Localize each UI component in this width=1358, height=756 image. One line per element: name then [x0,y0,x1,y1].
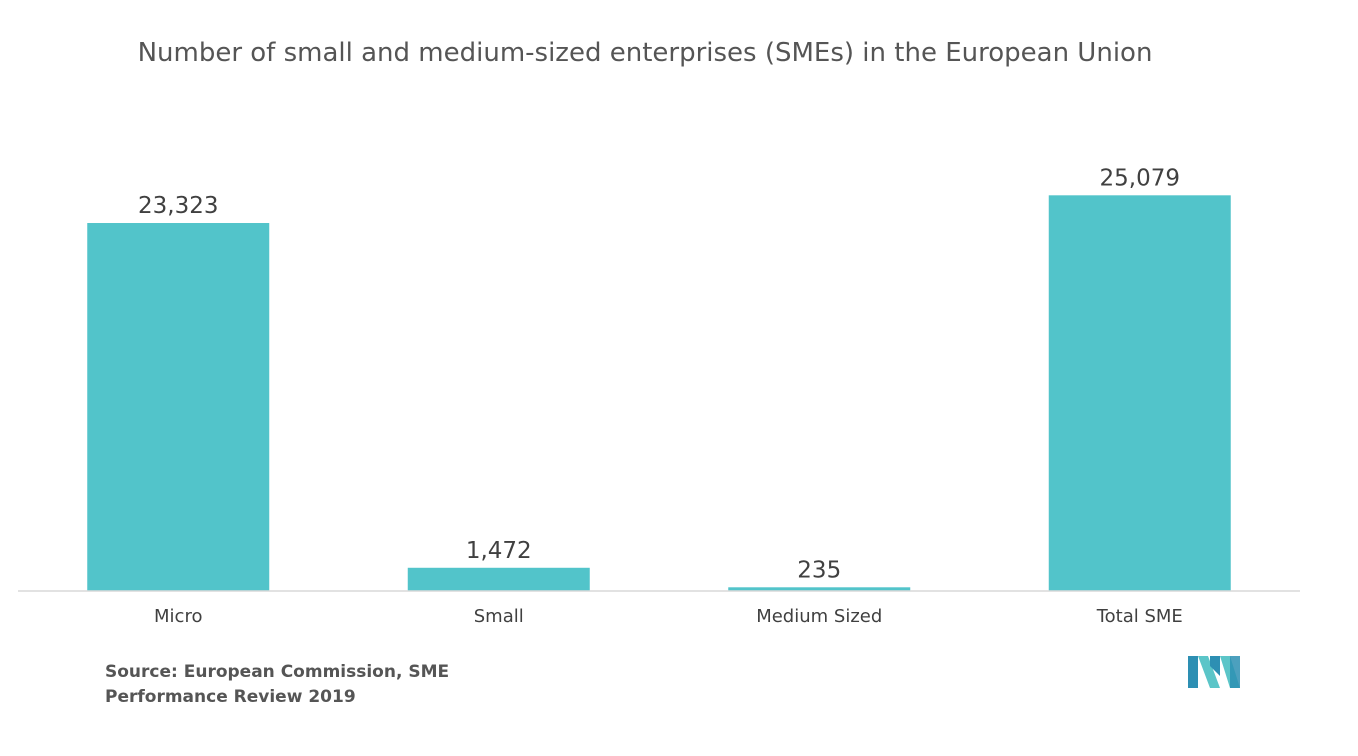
x-tick-label-micro: Micro [154,606,202,627]
bar-small [407,567,590,591]
logo-middle-stem [1210,656,1220,676]
chart-title: Number of small and medium-sized enterpr… [137,38,1153,68]
x-tick-labels-layer: Micro Small Medium Sized Total SME [154,606,1183,627]
logo-right-stem [1230,656,1240,688]
bar-total-sme [1048,195,1231,591]
logo-left-diagonal [1198,656,1220,688]
x-tick-label-medium-sized: Medium Sized [756,606,882,627]
data-label-total-sme: 25,079 [1100,165,1180,191]
x-tick-label-small: Small [474,606,524,627]
bars-layer [87,195,1231,591]
data-labels-layer: 23,323 1,472 235 25,079 [138,165,1180,583]
bar-micro [87,223,270,591]
source-line-2: Performance Review 2019 [105,687,356,707]
source-line-1: Source: European Commission, SME [105,662,450,682]
data-label-micro: 23,323 [138,193,218,219]
source-note: Source: European Commission, SME Perform… [105,660,449,710]
mordor-intelligence-logo-icon [1188,656,1240,688]
data-label-medium-sized: 235 [797,557,841,583]
bar-medium-sized [728,587,911,591]
data-label-small: 1,472 [466,538,532,564]
logo-left-stem [1188,656,1198,688]
x-tick-label-total-sme: Total SME [1096,606,1183,627]
